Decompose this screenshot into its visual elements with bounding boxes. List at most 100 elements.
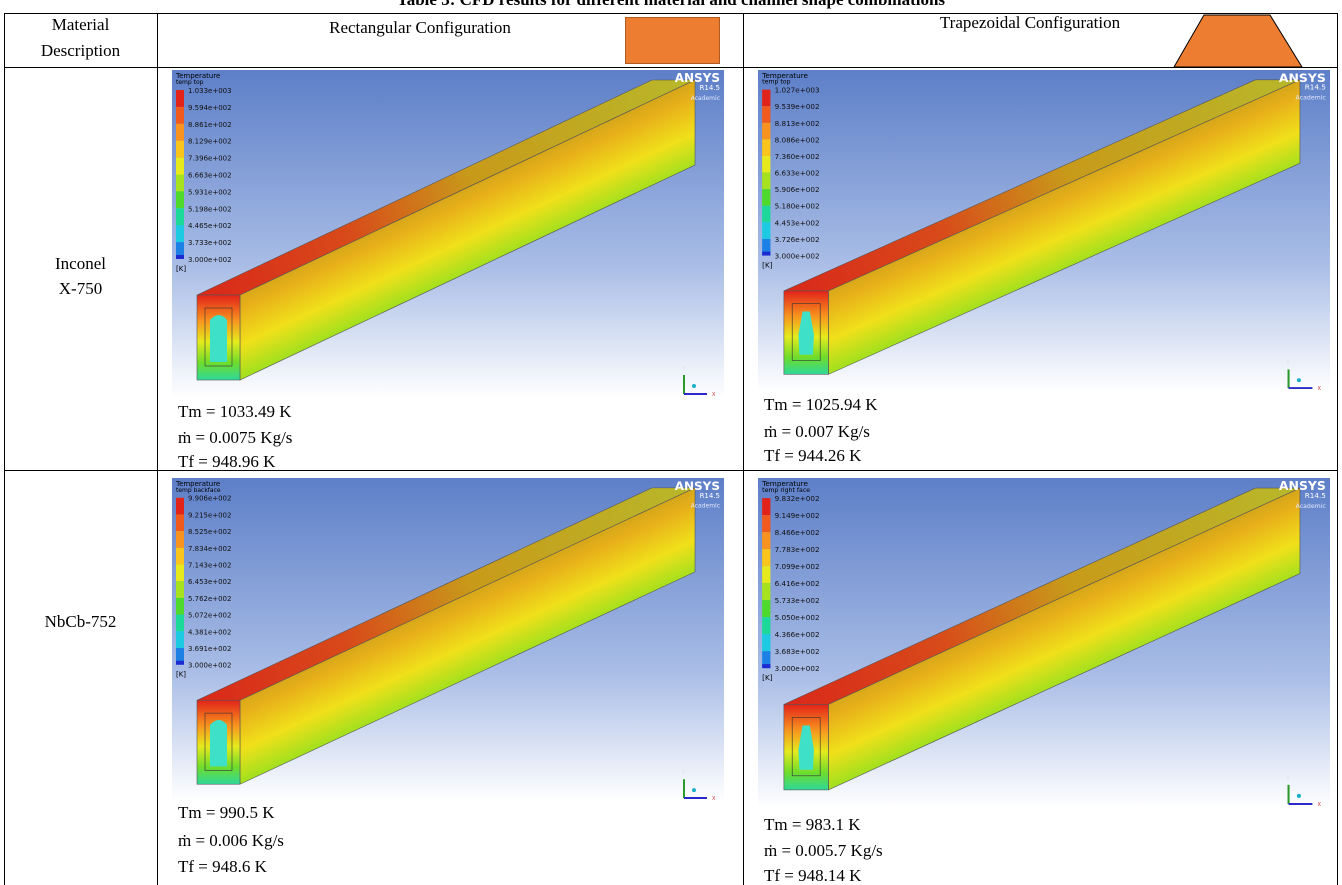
legend-label: 9.832e+002 xyxy=(775,494,820,503)
legend-label: 1.027e+003 xyxy=(775,86,820,95)
legend-label: 1.033e+003 xyxy=(188,87,232,95)
legend-label: 9.149e+002 xyxy=(775,511,820,520)
legend-unit: [K] xyxy=(176,671,186,679)
triad-z xyxy=(1297,378,1301,382)
result-line: Tf = 948.96 K xyxy=(178,453,275,470)
edition: Academic xyxy=(1296,95,1326,102)
border xyxy=(743,13,744,885)
legend-subtitle: temp top xyxy=(176,79,204,86)
legend-label: 3.000e+002 xyxy=(188,256,232,264)
result-line: ṁ = 0.005.7 Kg/s xyxy=(764,842,883,859)
legend-label: 7.834e+002 xyxy=(188,545,231,553)
legend-subtitle: temp right face xyxy=(762,487,810,494)
legend-label: 7.099e+002 xyxy=(775,562,820,571)
legend-swatch xyxy=(762,566,770,583)
result-line: Tm = 1033.49 K xyxy=(178,403,291,420)
legend-swatch xyxy=(176,208,184,225)
channel-core xyxy=(210,720,227,766)
legend-swatch xyxy=(762,189,770,206)
legend-swatch xyxy=(762,532,770,549)
legend-label: 3.000e+002 xyxy=(188,662,231,670)
legend-swatch xyxy=(762,139,770,156)
result-line: Tm = 1025.94 K xyxy=(764,396,877,413)
edition: Academic xyxy=(691,95,720,102)
legend-label: 9.215e+002 xyxy=(188,511,231,519)
legend-swatch xyxy=(762,206,770,223)
legend-label: 5.931e+002 xyxy=(188,188,232,196)
material-label: X-750 xyxy=(4,280,157,297)
triad-z xyxy=(692,384,696,388)
legend-swatch xyxy=(176,255,184,259)
triad-z xyxy=(1297,794,1301,798)
legend-label: 5.906e+002 xyxy=(775,185,820,194)
legend-label: 9.594e+002 xyxy=(188,104,232,112)
legend-swatch xyxy=(762,90,770,107)
legend-swatch xyxy=(176,141,184,158)
border xyxy=(1337,13,1338,885)
legend-swatch xyxy=(762,617,770,634)
brand: ANSYS xyxy=(675,71,720,85)
legend-label: 7.783e+002 xyxy=(775,545,820,554)
legend-label: 3.683e+002 xyxy=(775,647,820,656)
legend-label: 5.050e+002 xyxy=(775,613,820,622)
page: Table 3: CFD results for different mater… xyxy=(0,0,1342,885)
legend-swatch xyxy=(762,583,770,600)
legend-label: 4.453e+002 xyxy=(775,218,820,227)
legend-subtitle: temp top xyxy=(762,79,791,86)
legend-swatch xyxy=(176,531,184,548)
legend-swatch xyxy=(176,107,184,124)
legend-label: 8.466e+002 xyxy=(775,528,820,537)
brand: ANSYS xyxy=(675,479,720,493)
legend-swatch xyxy=(762,222,770,239)
legend-label: 3.726e+002 xyxy=(775,235,820,244)
legend-swatch xyxy=(176,191,184,208)
legend-label: 8.129e+002 xyxy=(188,138,232,146)
legend-swatch xyxy=(762,106,770,123)
triad-label: X xyxy=(1318,802,1322,808)
legend-unit: [K] xyxy=(762,261,773,270)
legend-swatch xyxy=(176,225,184,242)
header-cell: Trapezoidal Configuration xyxy=(880,14,1180,31)
legend-subtitle: temp backface xyxy=(176,487,221,494)
header-cell: Description xyxy=(4,42,157,59)
legend-swatch xyxy=(176,581,184,598)
legend-label: 6.663e+002 xyxy=(188,172,232,180)
edition: Academic xyxy=(691,503,720,510)
legend-unit: [K] xyxy=(762,673,773,682)
version: R14.5 xyxy=(700,492,720,500)
legend-swatch xyxy=(176,598,184,615)
legend-swatch xyxy=(762,498,770,515)
legend-swatch xyxy=(176,548,184,565)
trapezoid-shape xyxy=(1172,13,1304,68)
legend-label: 7.396e+002 xyxy=(188,155,232,163)
header-cell: Rectangular Configuration xyxy=(270,19,570,36)
result-line: Tf = 948.6 K xyxy=(178,858,267,875)
legend-swatch xyxy=(176,175,184,192)
legend-label: 4.465e+002 xyxy=(188,222,232,230)
rect-shape xyxy=(625,17,720,64)
legend-swatch xyxy=(762,123,770,140)
result-line: Tm = 983.1 K xyxy=(764,816,860,833)
material-label: NbCb-752 xyxy=(4,613,157,630)
legend-label: 8.086e+002 xyxy=(775,136,820,145)
legend-label: 8.525e+002 xyxy=(188,528,231,536)
triad-label: X xyxy=(712,796,716,802)
material-label: Inconel xyxy=(4,255,157,272)
legend-label: 3.000e+002 xyxy=(775,252,820,261)
legend-label: 9.539e+002 xyxy=(775,102,820,111)
version: R14.5 xyxy=(1305,83,1326,92)
legend-label: 7.360e+002 xyxy=(775,152,820,161)
legend-swatch xyxy=(176,158,184,175)
result-line: ṁ = 0.0075 Kg/s xyxy=(178,429,292,446)
legend-swatch xyxy=(176,615,184,632)
legend-label: 8.813e+002 xyxy=(775,119,820,128)
caption: Table 3: CFD results for different mater… xyxy=(0,0,1342,8)
legend-swatch xyxy=(176,661,184,665)
legend-label: 3.691e+002 xyxy=(188,645,231,653)
result-line: Tf = 944.26 K xyxy=(764,447,861,464)
legend-label: 6.633e+002 xyxy=(775,169,820,178)
